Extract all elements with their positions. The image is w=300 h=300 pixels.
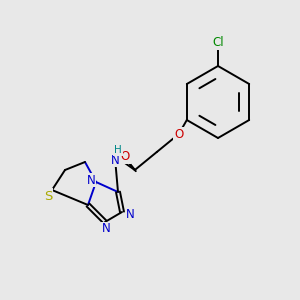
Text: H: H (114, 145, 122, 155)
Text: O: O (174, 128, 183, 140)
Text: O: O (121, 150, 130, 163)
Text: N: N (126, 208, 134, 220)
Text: S: S (44, 190, 52, 202)
Text: Cl: Cl (212, 37, 224, 50)
Text: N: N (87, 173, 95, 187)
Text: N: N (110, 154, 119, 166)
Text: N: N (102, 223, 110, 236)
